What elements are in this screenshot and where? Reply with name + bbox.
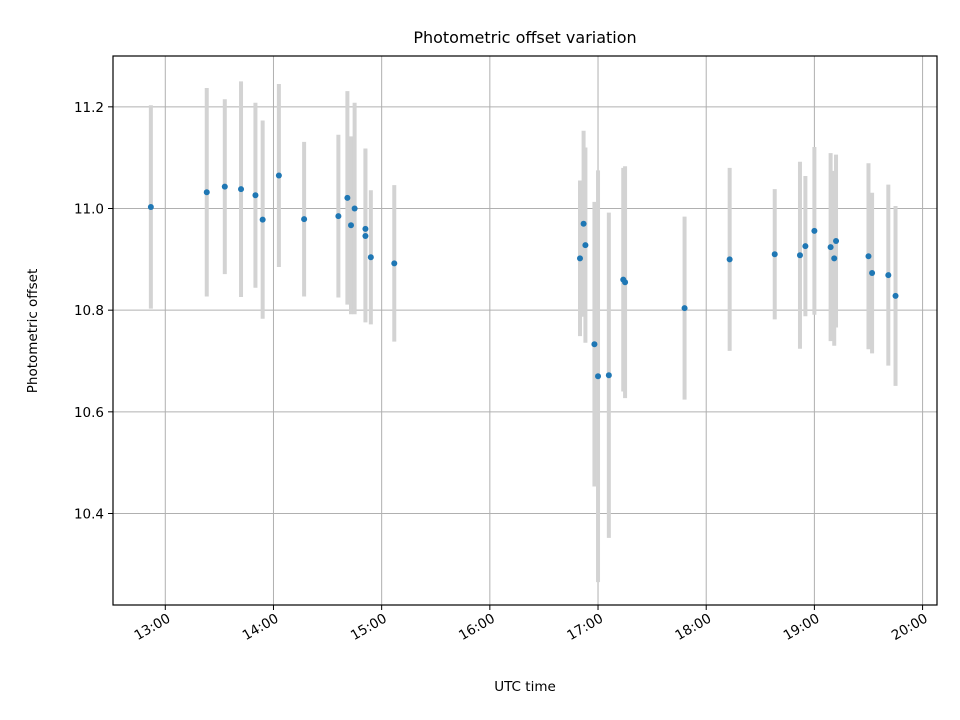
data-point — [885, 272, 892, 279]
data-point — [681, 305, 688, 312]
data-point — [827, 244, 834, 251]
data-point — [576, 255, 583, 262]
y-axis-ticks: 10.4 10.6 10.8 11.0 11.2 — [74, 100, 113, 523]
data-point — [726, 256, 733, 263]
data-point — [796, 252, 803, 259]
y-tick-label: 10.8 — [74, 303, 104, 319]
data-point — [351, 205, 358, 212]
data-point — [771, 251, 778, 258]
chart-title: Photometric offset variation — [413, 28, 636, 47]
data-point — [582, 242, 589, 249]
data-point — [802, 243, 809, 250]
data-point — [147, 203, 154, 210]
data-point — [865, 253, 872, 260]
data-point — [275, 172, 282, 179]
y-tick-label: 11.2 — [74, 100, 104, 116]
data-point — [605, 372, 612, 379]
data-point — [869, 270, 876, 277]
data-point — [831, 255, 838, 262]
data-point — [348, 222, 355, 229]
data-point — [362, 232, 369, 239]
x-axis-label: UTC time — [494, 679, 556, 695]
data-point — [344, 194, 351, 201]
y-tick-label: 10.6 — [74, 405, 104, 421]
data-point — [367, 254, 374, 261]
data-points — [147, 172, 899, 380]
data-point — [238, 186, 245, 193]
data-point — [580, 220, 587, 227]
data-point — [362, 225, 369, 232]
data-point — [203, 189, 210, 196]
data-point — [301, 216, 308, 223]
data-point — [892, 292, 899, 299]
data-point — [811, 227, 818, 234]
data-point — [833, 238, 840, 245]
y-axis-label: Photometric offset — [25, 269, 41, 393]
data-point — [391, 260, 398, 267]
data-point — [591, 341, 598, 348]
data-point — [595, 373, 602, 380]
plot-frame — [112, 55, 938, 606]
data-point — [259, 216, 266, 223]
data-point — [221, 183, 228, 190]
data-point — [622, 279, 629, 286]
y-tick-label: 10.4 — [74, 507, 104, 523]
data-point — [252, 192, 259, 199]
data-point — [335, 213, 342, 220]
y-tick-label: 11.0 — [74, 202, 104, 218]
